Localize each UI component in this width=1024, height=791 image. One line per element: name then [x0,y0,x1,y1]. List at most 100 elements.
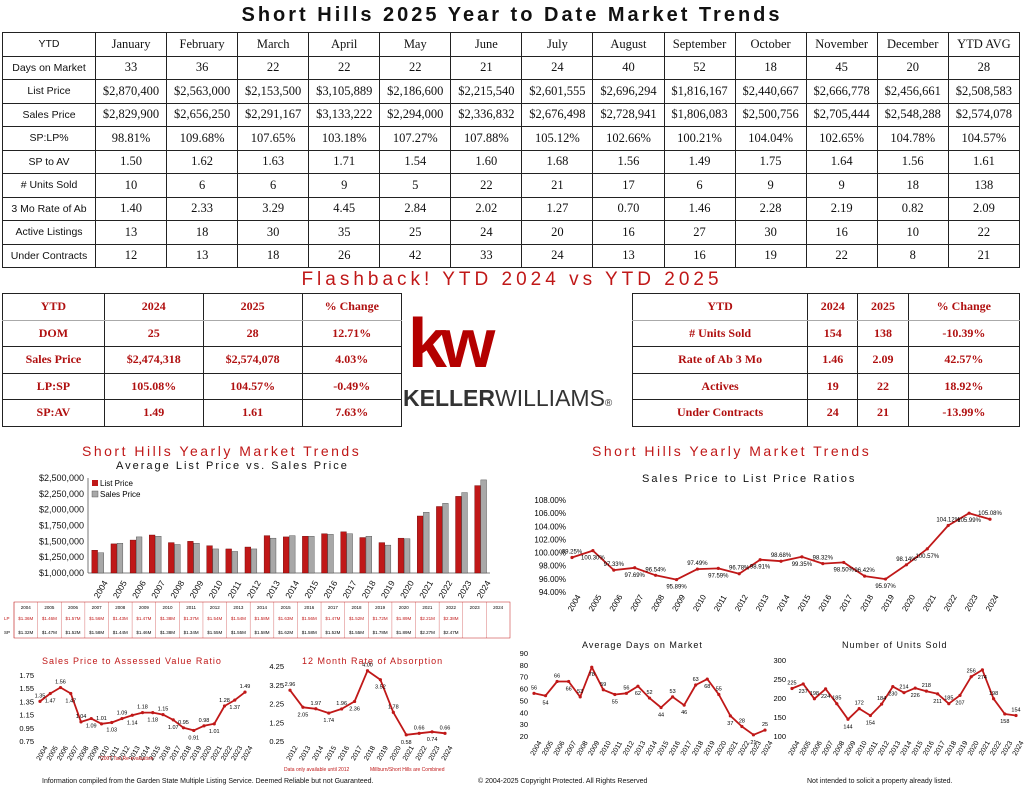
column-header: September [663,32,736,57]
y-tick-label: 60 [520,685,528,694]
table-row: # Units Sold 10 6 6 9 5 22 21 17 6 9 9 18 138 [2,173,1021,198]
table-cell: $2,666,778 [805,79,878,104]
mini-sp-value: $1.78M [373,630,388,635]
data-label: 63 [693,677,699,683]
bar-list-price [206,545,213,574]
x-tick-label: 2014 [775,593,792,613]
data-point [301,705,305,709]
mini-year: 2006 [68,605,79,610]
chart-absorption: 0.25 1.25 2.25 3.25 4.25 2.96 2.051.97 1.74 1.96… [269,662,454,762]
data-label: 105.99% [957,518,981,524]
compare-cell: 2024 [103,293,204,321]
data-point [842,560,846,565]
mini-year: 2015 [281,605,292,610]
data-label: 1.03 [106,728,117,734]
x-tick-label: 2005 [46,745,60,762]
series-line [791,669,1017,721]
data-label: 154 [866,720,875,726]
x-tick-label: 2014 [283,578,301,600]
data-label: 225 [787,681,796,687]
compare-row: Actives 19 22 18.92% [631,372,1021,400]
compare-header-row: YTD 2024 2025% Change [631,293,1021,321]
data-label: 1.14 [127,720,138,726]
mini-lp-value: $1.43M [113,616,128,621]
y-tick-label: 1.75 [19,671,34,680]
bar-sales-price [308,536,315,574]
x-tick-label: 2005 [111,578,129,600]
compare-cell: SP:AV [2,399,105,427]
table-cell: 16 [592,220,665,245]
table-cell: 27 [663,220,736,245]
data-label: 0.66 [440,725,451,731]
bar-sales-price [155,536,162,574]
table-cell: 22 [237,55,310,80]
data-label: 1.09 [86,724,97,730]
column-header: July [521,32,594,57]
bar-sales-price [289,535,296,574]
data-point [857,707,861,711]
row-label: Sales Price [2,102,96,127]
compare-cell: 104.57% [202,372,303,400]
compare-cell: 1.49 [103,399,204,427]
kw-name-light: WILLIAMS [495,385,605,411]
bar-sales-price [193,543,200,574]
x-tick-label: 2016 [337,745,351,762]
compare-cell: 21 [857,399,909,427]
table-cell: 9 [805,173,878,198]
compare-cell: -13.99% [907,399,1021,427]
table-cell: 21 [521,173,594,198]
data-label: 214 [899,685,908,691]
table-cell: 1.49 [663,149,736,174]
page-title: Short Hills 2025 Year to Date Market Tre… [241,4,783,26]
table-row: Days on Market 33 36 22 22 22 21 24 40 52 18 45 20 28 [2,55,1021,80]
y-tick-label: 100 [773,732,786,741]
data-label: 2.05 [298,712,309,718]
table-cell: 1.63 [237,149,310,174]
data-label: 78 [589,672,595,678]
mini-lp-value: $1.89M [396,616,411,621]
x-tick-label: 2004 [530,740,544,757]
data-label: 96.78% [729,566,750,572]
mini-sp-value: $1.58M [302,630,317,635]
table-cell: 30 [734,220,807,245]
compare-cell: Rate of Ab 3 Mo [631,346,809,374]
table-cell: $1,806,083 [663,102,736,127]
mini-year: 2022 [446,605,457,610]
table-cell: 12 [94,243,168,268]
x-tick-label: 2021 [921,593,938,613]
y-tick-label: 1.55 [19,684,34,693]
table-cell: 22 [450,173,523,198]
compare-cell: 19 [807,372,859,400]
table-cell: 24 [450,220,523,245]
mini-lp-value: $1.37M [184,616,199,621]
table-cell: 6 [166,173,239,198]
table-cell: 0.70 [592,196,665,221]
x-tick-label: 2024 [1012,740,1024,757]
x-tick-label: 2012 [622,740,636,757]
data-point [171,718,175,722]
x-tick-label: 2018 [363,745,377,762]
data-label: 1.56 [55,680,66,686]
y-tick-label: $1,000,000 [39,568,84,578]
x-tick-label: 2020 [967,740,981,757]
column-header: May [379,32,452,57]
data-point [391,710,395,714]
data-point [846,717,850,721]
data-label: 0.58 [401,740,412,746]
data-label: 1.47 [65,698,76,704]
x-tick-label: 2023 [428,745,442,762]
x-tick-label: 2022 [738,740,752,757]
data-label: 224 [821,694,830,700]
table-cell: 102.65% [805,126,878,151]
x-tick-label: 2009 [187,578,205,600]
y-tick-label: 40 [520,708,528,717]
x-tick-label: 2014 [900,740,914,757]
compare-cell: 2.09 [857,346,909,374]
bar-list-price [244,546,251,574]
x-tick-label: 2018 [944,740,958,757]
data-label: 226 [911,693,920,699]
x-tick-label: 2021 [402,745,416,762]
x-tick-label: 2008 [576,740,590,757]
table-cell: 100.21% [663,126,736,151]
compare-cell: 4.03% [301,346,403,374]
